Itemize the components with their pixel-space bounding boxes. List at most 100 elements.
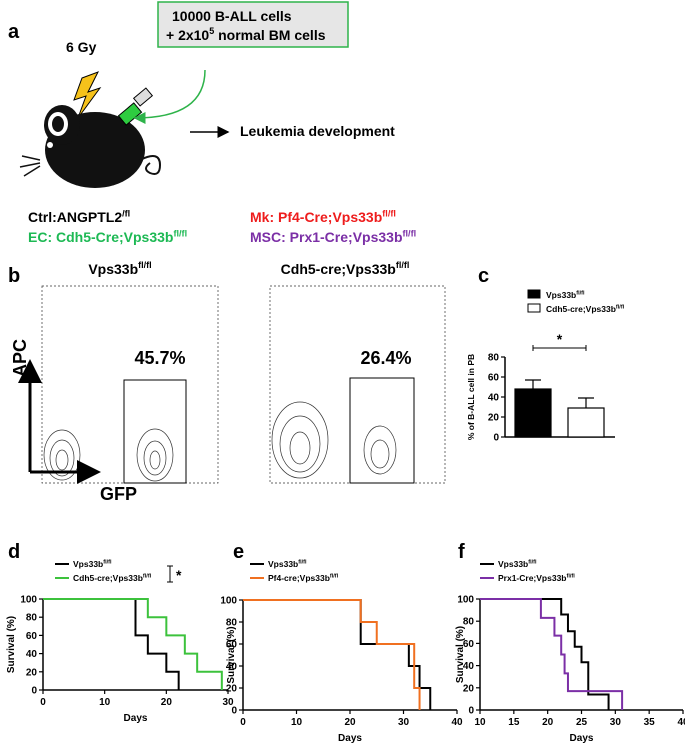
x-tick-label: 20 (344, 717, 356, 728)
y-tick-label: 80 (463, 617, 475, 628)
y-axis-label: Survival (%) (6, 616, 17, 673)
flow-title-sup: fl/fl (138, 260, 152, 270)
label-sup: fl/fl (330, 574, 339, 580)
y-tick-label: 80 (226, 618, 238, 629)
label-sup: fl/fl (143, 574, 152, 580)
outcome: Leukemia development (240, 123, 395, 139)
label-sup: fl/fl (576, 291, 585, 297)
box-line2: + 2x105 normal BM cells (166, 26, 326, 43)
survival-line (43, 598, 223, 690)
x-tick-label: 40 (451, 717, 463, 728)
label: Vps33bfl/fl (268, 559, 307, 569)
bar (514, 388, 552, 438)
x-tick-label: 25 (576, 717, 588, 728)
x-tick-label: 15 (508, 717, 520, 728)
label: Vps33bfl/fl (546, 290, 585, 300)
label-sup: fl/fl (298, 560, 307, 566)
y-tick-label: 60 (26, 631, 38, 642)
legend-swatch (527, 303, 541, 313)
survival-line (480, 598, 624, 710)
significance: * (557, 331, 563, 347)
box-text: normal BM cells (214, 27, 325, 43)
x-tick-label: 30 (398, 717, 410, 728)
flow-title: Cdh5-cre;Vps33bfl/fl (281, 260, 410, 277)
x-tick-label: 35 (644, 717, 656, 728)
x-tick-label: 30 (222, 697, 234, 708)
label: Pf4-cre;Vps33bfl/fl (268, 573, 339, 583)
x-tick-label: 10 (99, 697, 111, 708)
x-tick-label: 10 (291, 717, 303, 728)
label-sup: fl/fl (173, 228, 187, 238)
label-sup: fl/fl (567, 574, 576, 580)
legend-swatch (527, 289, 541, 299)
y-tick-label: 20 (226, 684, 238, 695)
label-text: Cdh5-cre;Vps33b (73, 573, 143, 583)
flow-title: Vps33bfl/fl (88, 260, 151, 277)
significance: * (176, 567, 182, 583)
x-tick-label: 10 (474, 717, 486, 728)
bar (567, 407, 605, 438)
panel-label: c (478, 265, 489, 287)
y-axis-label: % of B-ALL cell in PB (466, 354, 476, 440)
panel-label: e (233, 541, 244, 563)
y-tick-label: 40 (226, 662, 238, 673)
label-sup: fl/fl (403, 228, 417, 238)
y-tick-label: 40 (26, 649, 38, 660)
x-axis-label: Days (124, 713, 148, 724)
flow-plot (41, 285, 219, 484)
y-tick-label: 60 (488, 373, 500, 384)
flow-y-axis: APC (10, 339, 30, 377)
label: Cdh5-cre;Vps33bfl/fl (73, 573, 152, 583)
y-tick-label: 100 (457, 595, 474, 606)
y-tick-label: 80 (26, 613, 38, 624)
flow-plot (269, 285, 446, 484)
label-sup: fl/fl (616, 305, 625, 311)
inject-arrow (133, 69, 206, 124)
flow-x-axis: GFP (100, 484, 137, 504)
label: Mk: Pf4-Cre;Vps33bfl/fl (250, 208, 396, 225)
survival-line (243, 599, 421, 710)
label: EC: Cdh5-Cre;Vps33bfl/fl (28, 228, 187, 245)
label-sup: fl/fl (528, 560, 537, 566)
y-tick-label: 20 (463, 683, 475, 694)
flow-title-text: Cdh5-cre;Vps33b (281, 261, 396, 277)
label-text: Pf4-cre;Vps33b (268, 573, 330, 583)
label-text: Mk: Pf4-Cre;Vps33b (250, 209, 382, 225)
y-tick-label: 0 (493, 433, 499, 444)
y-tick-label: 0 (31, 686, 37, 697)
panel-label: d (8, 541, 20, 563)
y-tick-label: 40 (488, 393, 500, 404)
label-text: Vps33b (268, 559, 298, 569)
label-sup: /fl (122, 208, 130, 218)
label: Ctrl:ANGPTL2/fl (28, 208, 130, 225)
box-line1: 10000 B-ALL cells (172, 8, 292, 24)
y-tick-label: 80 (488, 353, 500, 364)
label: Cdh5-cre;Vps33bfl/fl (546, 304, 625, 314)
label-sup: fl/fl (103, 560, 112, 566)
y-tick-label: 100 (20, 595, 37, 606)
panel-label: f (458, 541, 465, 563)
panel-label: a (8, 21, 20, 43)
x-tick-label: 20 (161, 697, 173, 708)
box-sup: 5 (209, 26, 214, 36)
y-tick-label: 0 (231, 706, 237, 717)
injection-box (157, 1, 349, 48)
panel-label: b (8, 265, 20, 287)
y-axis-label: Survival (%) (226, 626, 237, 683)
x-axis-label: Days (570, 733, 594, 743)
x-tick-label: 0 (240, 717, 246, 728)
gate-label: 45.7% (134, 348, 185, 368)
mouse (19, 71, 162, 188)
y-tick-label: 100 (220, 596, 237, 607)
box-text: + 2x10 (166, 27, 209, 43)
x-tick-label: 30 (610, 717, 622, 728)
y-tick-label: 60 (226, 640, 238, 651)
error-bar (525, 379, 541, 389)
x-tick-label: 0 (40, 697, 46, 708)
x-tick-label: 20 (542, 717, 554, 728)
label-text: EC: Cdh5-Cre;Vps33b (28, 229, 173, 245)
y-tick-label: 20 (488, 413, 500, 424)
survival-line (243, 599, 432, 710)
label-text: Cdh5-cre;Vps33b (546, 304, 616, 314)
